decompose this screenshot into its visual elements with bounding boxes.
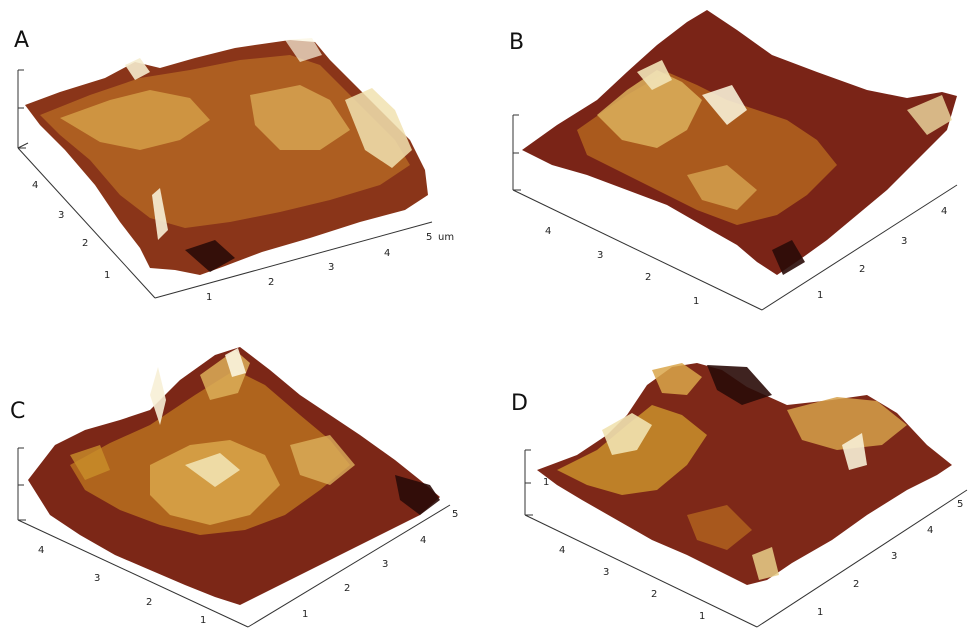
tick-a-x4: 4 [384, 248, 390, 259]
afm-surface-plot-d: 1 4 3 2 1 1 2 3 4 5 [524, 363, 968, 628]
tick-c-x1: 1 [302, 609, 308, 620]
tick-c-x3: 3 [382, 559, 388, 570]
tick-d-y1: 1 [699, 611, 705, 622]
tick-a-x1: 1 [206, 292, 212, 303]
tick-c-y2: 2 [146, 597, 152, 608]
afm-surface-plot-a: 4 3 2 1 1 2 3 4 5 um [17, 38, 454, 303]
tick-d-x1: 1 [817, 607, 823, 618]
afm-panel-c: C 4 3 2 1 1 2 3 4 5 [0, 315, 487, 630]
tick-d-x5: 5 [957, 499, 963, 510]
tick-a-y2: 2 [82, 238, 88, 249]
tick-a-x2: 2 [268, 277, 274, 288]
tick-a-y4: 4 [32, 180, 38, 191]
panel-label-a: A [14, 28, 30, 53]
tick-b-y3: 3 [597, 250, 603, 261]
afm-panel-a: A 4 3 2 1 1 2 3 4 5 um [0, 0, 487, 315]
tick-b-y2: 2 [645, 272, 651, 283]
afm-surface-plot-c: 4 3 2 1 1 2 3 4 5 [17, 347, 458, 628]
tick-b-y1: 1 [693, 296, 699, 307]
tick-c-x5: 5 [452, 509, 458, 520]
tick-b-x4: 4 [941, 206, 947, 217]
tick-a-y1: 1 [104, 270, 110, 281]
tick-d-x3: 3 [891, 551, 897, 562]
tick-d-x2: 2 [853, 579, 859, 590]
afm-panel-d: D 1 4 3 2 1 1 2 3 4 5 [487, 315, 974, 630]
panel-label-b: B [509, 30, 525, 55]
tick-a-x5: 5 [426, 232, 432, 243]
tick-a-x3: 3 [328, 262, 334, 273]
tick-b-x2: 2 [859, 264, 865, 275]
afm-surface-plot-b: 4 3 2 1 1 2 3 4 [512, 10, 958, 311]
tick-b-x3: 3 [901, 236, 907, 247]
tick-d-y3: 3 [603, 567, 609, 578]
tick-a-y3: 3 [58, 210, 64, 221]
panel-label-d: D [511, 391, 528, 416]
afm-panel-b: B 4 3 2 1 1 2 3 4 [487, 0, 974, 315]
tick-d-y4: 4 [559, 545, 565, 556]
tick-c-y4: 4 [38, 545, 44, 556]
tick-d-x4: 4 [927, 525, 933, 536]
tick-c-y3: 3 [94, 573, 100, 584]
tick-c-x2: 2 [344, 583, 350, 594]
panel-label-c: C [10, 399, 26, 424]
tick-d-y2: 2 [651, 589, 657, 600]
unit-a: um [438, 232, 454, 243]
tick-c-y1: 1 [200, 615, 206, 626]
tick-c-x4: 4 [420, 535, 426, 546]
tick-b-x1: 1 [817, 290, 823, 301]
tick-b-y4: 4 [545, 226, 551, 237]
tick-d-extra-1: 1 [543, 477, 549, 488]
